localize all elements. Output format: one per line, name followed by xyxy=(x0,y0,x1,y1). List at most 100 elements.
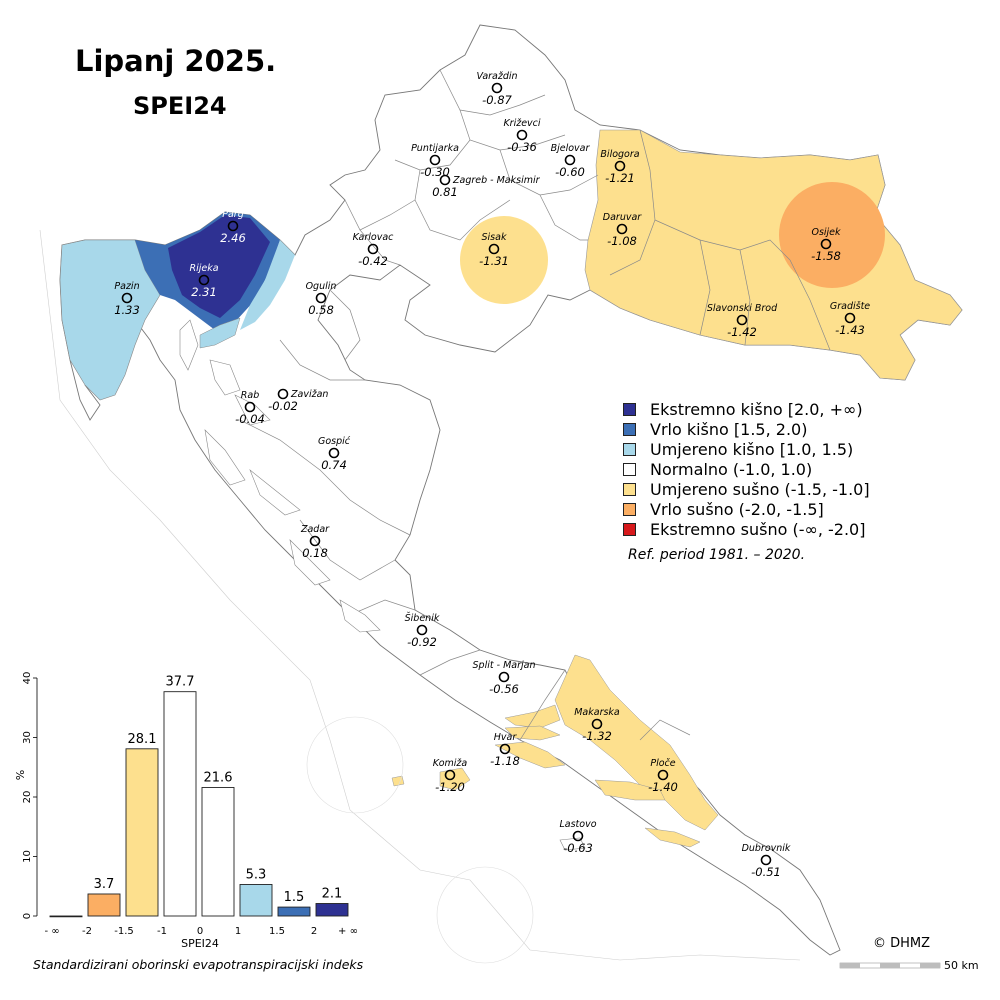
station-name: Slavonski Brod xyxy=(707,303,778,314)
station-value: 0.74 xyxy=(321,458,347,472)
station-point xyxy=(244,401,256,413)
legend-label: Umjereno kišno [1.0, 1.5) xyxy=(650,439,854,459)
station-point xyxy=(760,854,772,866)
histogram-x-tick-label: -2 xyxy=(82,926,92,937)
station-name: Zadar xyxy=(300,524,330,535)
region-moderately-dry-slavonia xyxy=(584,129,963,381)
histogram-bar-label: 28.1 xyxy=(128,732,157,747)
station-point xyxy=(844,312,856,324)
map-subtitle: SPEI24 xyxy=(133,92,227,120)
histogram-bar-label: 3.7 xyxy=(94,877,115,892)
region-moderately-wet-rim xyxy=(240,240,295,330)
station-marker: Hvar -1.18 xyxy=(490,732,520,768)
island-brac-dry xyxy=(504,725,561,741)
legend-item: Umjereno sušno (-1.5, -1.0] xyxy=(623,479,870,499)
station-marker: Split - Marjan -0.56 xyxy=(473,660,536,696)
station-point xyxy=(564,154,576,166)
station-value: -1.31 xyxy=(479,254,509,268)
station-name: Dubrovnik xyxy=(742,843,791,854)
legend-label: Umjereno sušno (-1.5, -1.0] xyxy=(650,479,870,499)
station-marker: Komiža -1.20 xyxy=(433,758,468,794)
station-value: -0.42 xyxy=(358,254,388,268)
histogram-x-tick-label: + ∞ xyxy=(338,926,358,937)
legend-item: Ekstremno kišno [2.0, +∞) xyxy=(623,399,870,419)
station-point xyxy=(499,743,511,755)
region-moderately-wet-istria xyxy=(59,239,161,401)
station-name: Makarska xyxy=(574,707,620,718)
offshore-island-circle-2 xyxy=(436,866,534,964)
histogram-x-tick-label: -1 xyxy=(157,926,167,937)
station-name: Daruvar xyxy=(603,212,643,223)
station-marker: Osijek -1.58 xyxy=(811,227,841,263)
station-name: Karlovac xyxy=(353,232,395,243)
histogram-x-tick-label: 1.5 xyxy=(269,926,285,937)
histogram-x-label: SPEI24 xyxy=(181,937,219,950)
island-hvar-dry xyxy=(494,741,566,769)
station-marker: Ogulin 0.58 xyxy=(306,281,337,317)
histogram-y-tick-label: 40 xyxy=(22,672,33,685)
station-value: -1.58 xyxy=(811,249,841,263)
station-value: 2.31 xyxy=(191,285,217,299)
histogram-bar xyxy=(49,915,83,918)
copyright: © DHMZ xyxy=(873,936,931,951)
histogram-bar xyxy=(277,906,311,917)
histogram-bar xyxy=(87,893,121,917)
station-point xyxy=(367,243,379,255)
histogram-x-tick-label: 1 xyxy=(235,926,241,937)
legend: Ekstremno kišno [2.0, +∞) Vrlo kišno [1.… xyxy=(623,399,870,539)
histogram-bar xyxy=(201,787,235,917)
county-boundaries xyxy=(239,69,831,741)
histogram-x-tick-label: - ∞ xyxy=(44,926,59,937)
station-name: Rijeka xyxy=(189,263,218,274)
station-name: Varaždin xyxy=(476,71,517,82)
offshore-island-circle-1 xyxy=(306,716,404,814)
legend-swatch xyxy=(623,522,636,536)
region-moderately-dry-dalmatia xyxy=(554,654,719,831)
scale-bar xyxy=(839,962,941,969)
station-name: Sisak xyxy=(482,232,507,243)
legend-swatch xyxy=(623,442,636,456)
legend-label: Ekstremno sušno (-∞, -2.0] xyxy=(650,519,866,539)
station-name: Gradište xyxy=(830,301,870,312)
island-mljet-dry xyxy=(644,827,701,848)
histogram-y-tick-label: 20 xyxy=(22,791,33,804)
station-name: Rab xyxy=(241,390,259,401)
stations-layer: Varaždin -0.87 Križevci -0.36 Puntijarka -0.3… xyxy=(114,71,870,879)
station-value: -0.92 xyxy=(407,635,437,649)
station-value: -0.87 xyxy=(482,93,512,107)
station-value: -1.21 xyxy=(605,171,635,185)
station-value: 1.33 xyxy=(114,303,140,317)
station-name: Komiža xyxy=(433,758,468,769)
station-marker: Parg 2.46 xyxy=(220,209,246,245)
station-point xyxy=(616,223,628,235)
histogram-bar xyxy=(163,691,197,917)
station-marker: Lastovo -0.63 xyxy=(559,819,596,855)
station-value: -1.42 xyxy=(727,325,757,339)
station-value: -1.43 xyxy=(835,323,865,337)
station-marker: Gradište -1.43 xyxy=(830,301,870,337)
histogram-bar-label: 37.7 xyxy=(166,675,195,690)
legend-item: Ekstremno sušno (-∞, -2.0] xyxy=(623,519,870,539)
station-name: Parg xyxy=(222,209,244,220)
station-point xyxy=(198,274,210,286)
station-marker: Ploče -1.40 xyxy=(648,758,678,794)
station-marker: Rab -0.04 xyxy=(235,390,265,426)
histogram-x-tick-label: -1.5 xyxy=(114,926,134,937)
station-name: Ploče xyxy=(650,758,675,769)
station-point xyxy=(429,154,441,166)
station-point xyxy=(439,174,451,186)
station-point xyxy=(121,292,133,304)
histogram-bar-label: 2.1 xyxy=(322,887,343,902)
station-point xyxy=(315,292,327,304)
station-name: Pazin xyxy=(114,281,139,292)
station-value: 0.81 xyxy=(432,185,458,199)
station-value: -1.18 xyxy=(490,754,520,768)
legend-item: Vrlo sušno (-2.0, -1.5] xyxy=(623,499,870,519)
station-point xyxy=(498,671,510,683)
territorial-waters xyxy=(39,229,801,961)
station-name: Ogulin xyxy=(306,281,337,292)
station-name: Hvar xyxy=(494,732,518,743)
station-marker: Bilogora -1.21 xyxy=(600,149,639,185)
